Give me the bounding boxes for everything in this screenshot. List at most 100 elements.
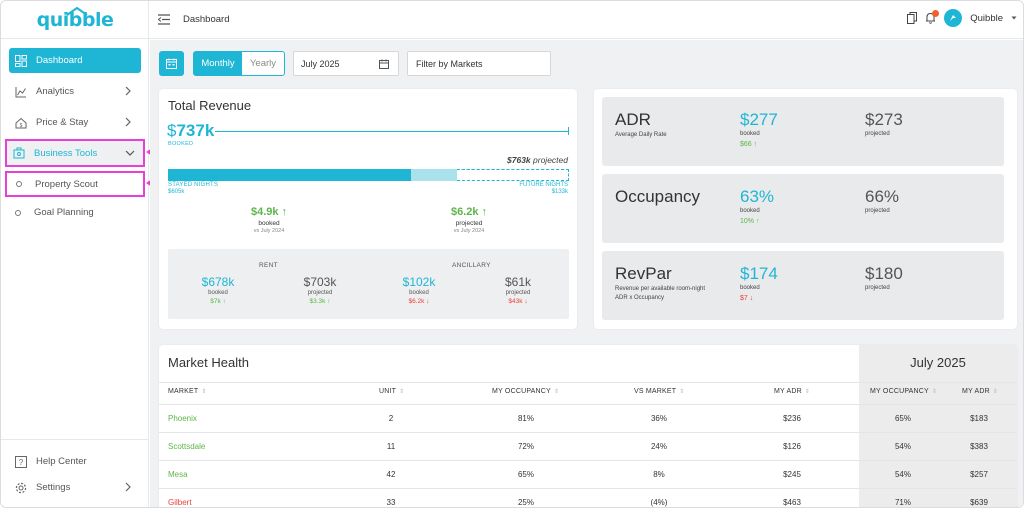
collapse-menu-icon[interactable] bbox=[158, 14, 170, 25]
sort-icon: ⇕ bbox=[804, 389, 811, 395]
date-picker[interactable]: July 2025 bbox=[293, 51, 399, 76]
kpi-name: RevPar bbox=[615, 264, 672, 283]
col-my-adr[interactable]: MY ADR ⇕ bbox=[774, 388, 810, 395]
user-logo-icon bbox=[950, 15, 957, 21]
sidebar-item-property-scout[interactable]: Property Scout bbox=[5, 171, 145, 197]
sidebar-item-business-tools[interactable]: Business Tools bbox=[5, 139, 145, 167]
kpi-description-line: Revenue per available room-night bbox=[615, 286, 706, 292]
rent-heading: RENT bbox=[259, 262, 278, 269]
market-health-card: Market Health July 2025 MARKET ⇕ UNIT ⇕ MY… bbox=[159, 345, 1017, 507]
col-unit[interactable]: UNIT ⇕ bbox=[379, 388, 404, 395]
kpi-projected-value: $273 bbox=[865, 110, 903, 129]
dashboard-icon bbox=[14, 54, 28, 68]
chevron-right-icon bbox=[125, 86, 131, 96]
booked-revenue-value: $737k bbox=[167, 121, 214, 141]
notification-bell-icon[interactable] bbox=[925, 10, 940, 24]
kpi-booked-label: booked bbox=[740, 208, 760, 214]
projected-delta-value: $6.2k bbox=[450, 206, 479, 218]
bullet-icon bbox=[16, 181, 22, 187]
col-vs-market[interactable]: VS MARKET ⇕ bbox=[634, 388, 685, 395]
cell-my-occupancy: 65% bbox=[517, 470, 534, 479]
cell-period-adr: $383 bbox=[970, 442, 988, 451]
sort-icon: ⇕ bbox=[399, 389, 405, 395]
logo[interactable]: quibble bbox=[1, 1, 149, 39]
chevron-down-icon[interactable] bbox=[1011, 15, 1017, 21]
user-name[interactable]: Quibble bbox=[970, 12, 1003, 24]
sidebar-item-label: Help Center bbox=[36, 456, 87, 467]
yearly-tab[interactable]: Yearly bbox=[249, 58, 277, 69]
rent-projected-label: projected bbox=[307, 290, 333, 296]
sidebar-item-analytics[interactable]: Analytics bbox=[9, 79, 141, 104]
cell-unit: 2 bbox=[388, 414, 394, 423]
avatar[interactable] bbox=[944, 9, 963, 27]
cell-vs-market: 36% bbox=[650, 414, 667, 423]
market-link-phoenix[interactable]: Phoenix bbox=[168, 414, 197, 423]
ancillary-booked-delta: $6.2k bbox=[408, 298, 425, 305]
kpi-description: Revenue per available room-night ADR x Oc… bbox=[615, 285, 705, 303]
market-link-gilbert[interactable]: Gilbert bbox=[168, 498, 192, 507]
market-filter-placeholder: Filter by Markets bbox=[416, 58, 483, 69]
copy-icon[interactable] bbox=[907, 12, 918, 24]
total-revenue-title: Total Revenue bbox=[168, 98, 252, 113]
main-content: Monthly Yearly July 2025 Filter by Marke… bbox=[150, 40, 1023, 507]
ancillary-booked-label: booked bbox=[409, 290, 429, 296]
cell-period-adr: $257 bbox=[970, 470, 988, 479]
market-link-mesa[interactable]: Mesa bbox=[168, 470, 188, 479]
cell-vs-market: 8% bbox=[653, 470, 665, 479]
cell-unit: 42 bbox=[386, 470, 396, 479]
ancillary-projected-value: $61k bbox=[504, 275, 532, 289]
col-period-my-occupancy[interactable]: MY OCCUPANCY ⇕ bbox=[870, 388, 937, 395]
cell-period-occupancy: 71% bbox=[894, 498, 911, 507]
sidebar-item-settings[interactable]: Settings bbox=[9, 475, 141, 500]
cell-my-adr: $463 bbox=[783, 498, 801, 507]
kpi-occupancy: Occupancy 63% booked 10% ↑ 66% projected bbox=[602, 174, 1004, 243]
cell-vs-market: (4%) bbox=[650, 498, 668, 507]
sidebar-item-dashboard[interactable]: Dashboard bbox=[9, 48, 141, 73]
col-my-occupancy[interactable]: MY OCCUPANCY ⇕ bbox=[492, 388, 559, 395]
sort-icon: ⇕ bbox=[931, 389, 938, 395]
sort-icon: ⇕ bbox=[553, 389, 560, 395]
kpi-projected-label: projected bbox=[865, 285, 890, 291]
cell-period-occupancy: 65% bbox=[894, 414, 911, 423]
kpi-projected-value: $180 bbox=[865, 264, 903, 283]
col-market[interactable]: MARKET ⇕ bbox=[168, 388, 207, 395]
monthly-tab[interactable]: Monthly bbox=[194, 52, 242, 75]
date-value: July 2025 bbox=[301, 58, 340, 69]
rent-booked-value: $678k bbox=[201, 275, 235, 289]
projected-delta: $6.2k ↑ projected vs July 2024 bbox=[429, 206, 509, 234]
sidebar-item-label: Dashboard bbox=[36, 55, 83, 66]
projected-revenue: $763k projected bbox=[507, 155, 568, 165]
ancillary-booked: $102k booked $6.2k ↓ bbox=[389, 275, 449, 305]
calendar-icon bbox=[166, 58, 177, 69]
column-header-label: MY ADR bbox=[962, 388, 990, 395]
calendar-view-button[interactable] bbox=[159, 51, 184, 76]
rent-booked-label: booked bbox=[208, 290, 228, 296]
sidebar-item-label: Price & Stay bbox=[36, 117, 89, 128]
booked-amount: 737k bbox=[176, 121, 215, 140]
sidebar-item-help-center[interactable]: ? Help Center bbox=[9, 449, 141, 474]
col-period-my-adr[interactable]: MY ADR ⇕ bbox=[962, 388, 998, 395]
sidebar-item-goal-planning[interactable]: Goal Planning bbox=[15, 207, 94, 218]
ancillary-booked-value: $102k bbox=[402, 275, 436, 289]
sort-icon: ⇕ bbox=[201, 389, 207, 395]
booked-line-end bbox=[568, 127, 569, 135]
logo-text: quibble bbox=[36, 8, 114, 31]
sidebar-item-price-stay[interactable]: $ Price & Stay bbox=[9, 110, 141, 135]
market-filter-input[interactable]: Filter by Markets bbox=[407, 51, 551, 76]
future-nights-bar bbox=[411, 169, 457, 181]
ancillary-heading: ANCILLARY bbox=[452, 262, 491, 269]
projected-delta-compare: vs July 2024 bbox=[453, 228, 485, 234]
row-divider bbox=[159, 460, 1017, 461]
kpi-booked-delta: 10% bbox=[740, 218, 755, 225]
arrow-up-icon: ↑ bbox=[327, 298, 331, 305]
column-header-label: UNIT bbox=[379, 388, 397, 395]
notification-badge bbox=[932, 10, 940, 17]
sidebar-item-label: Analytics bbox=[36, 86, 75, 97]
kpi-booked-value: $174 bbox=[740, 264, 778, 283]
market-link-scottsdale[interactable]: Scottsdale bbox=[168, 442, 206, 451]
analytics-icon bbox=[14, 85, 28, 99]
cell-period-occupancy: 54% bbox=[894, 470, 911, 479]
sidebar-divider bbox=[1, 439, 149, 440]
booked-line bbox=[215, 131, 569, 132]
kpi-revpar: RevPar Revenue per available room-night A… bbox=[602, 251, 1004, 320]
